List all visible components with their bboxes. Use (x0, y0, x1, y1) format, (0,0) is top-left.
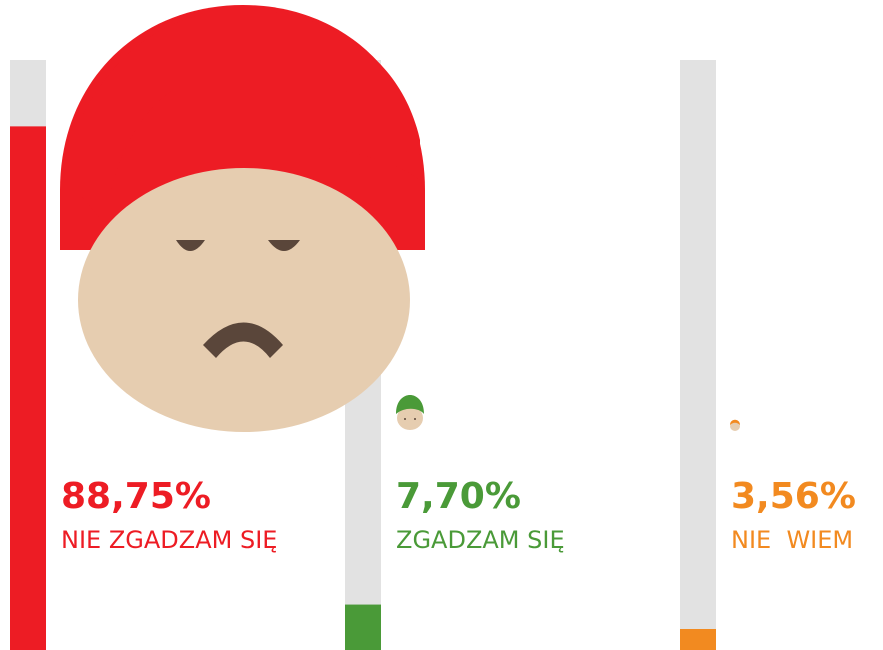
bar (680, 628, 716, 650)
category-label: ZGADZAM SIĘ (396, 526, 565, 554)
bar (10, 126, 46, 650)
face-large (60, 5, 425, 432)
faces (60, 5, 740, 432)
bar (345, 604, 381, 650)
value-label: 7,70% (396, 476, 521, 517)
category-label: NIE WIEM (731, 526, 853, 554)
face-small (396, 395, 424, 430)
bar-track (680, 60, 716, 650)
category-label: NIE ZGADZAM SIĘ (61, 526, 277, 554)
value-label: 3,56% (731, 476, 856, 517)
face-tiny (730, 419, 740, 431)
value-label: 88,75% (61, 476, 211, 517)
